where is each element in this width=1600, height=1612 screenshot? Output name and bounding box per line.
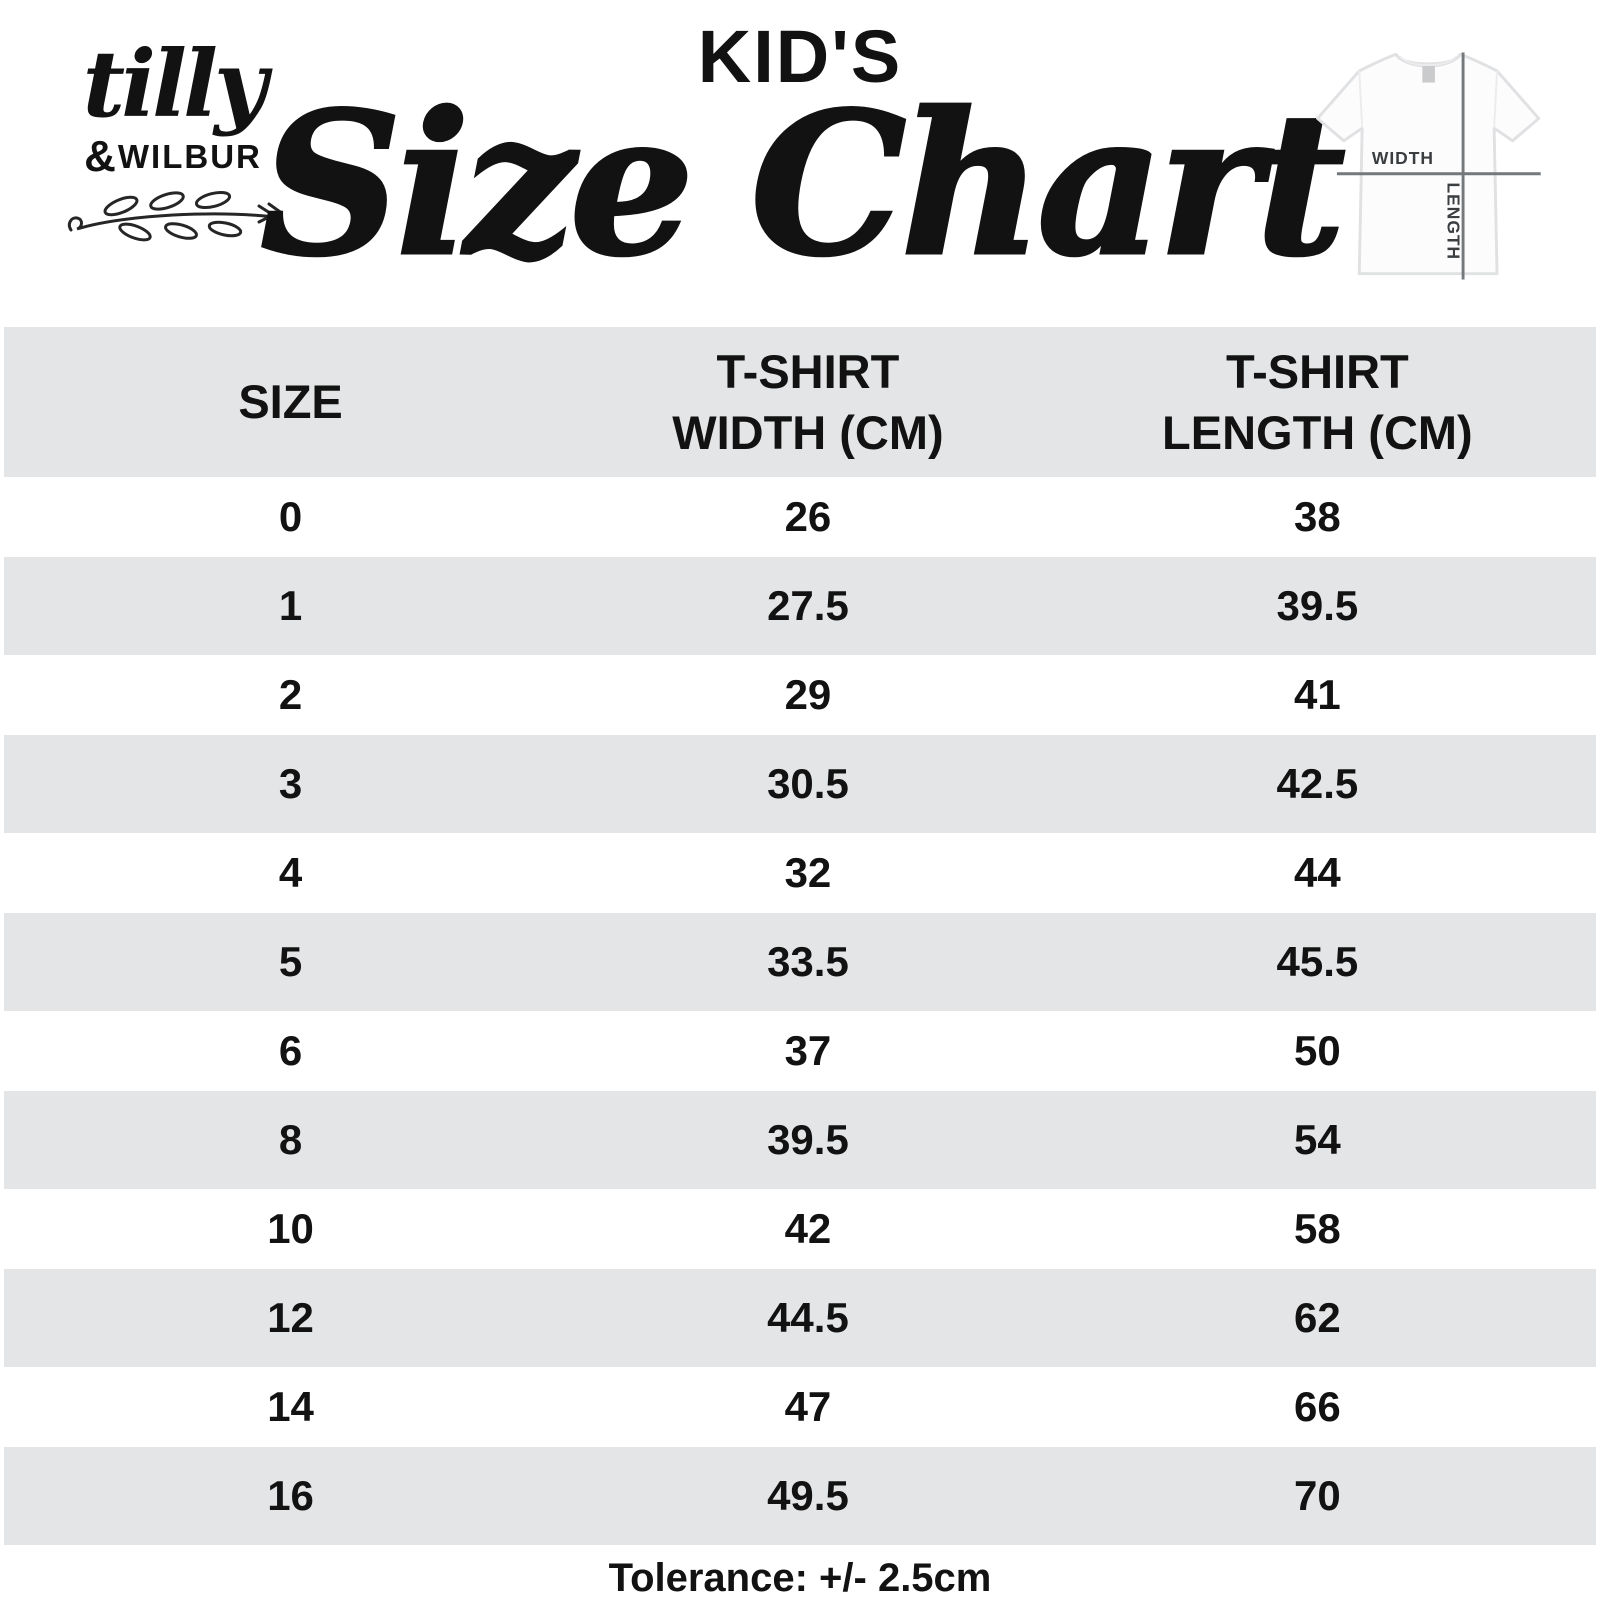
table-row: 0 26 38 [4,477,1596,557]
length-cell: 58 [1294,1205,1341,1252]
size-cell: 0 [278,493,303,540]
laurel-branch-icon [48,184,298,253]
title-kicker: KID'S [697,15,903,98]
width-cell: 32 [784,849,832,896]
length-cell: 70 [1294,1472,1341,1519]
width-cell: 30.5 [767,760,849,807]
width-cell: 33.5 [767,938,849,985]
table-header-row: SIZE T-SHIRT WIDTH (CM) T-SHIRT LENGTH (CM… [4,327,1596,477]
width-cell: 26 [784,493,832,540]
table-row: 16 49.5 70 [4,1447,1596,1545]
width-cell: 42 [784,1205,832,1252]
length-cell: 41 [1294,671,1341,718]
width-label: WIDTH [1372,148,1434,168]
width-cell: 29 [784,671,832,718]
table-row: 8 39.5 54 [4,1091,1596,1189]
page-title-block: KID'S Size Chart [0,0,1600,300]
length-cell: 45.5 [1276,938,1359,985]
size-cell: 2 [278,671,303,718]
width-cell: 27.5 [767,582,849,629]
size-cell: 12 [267,1294,314,1341]
length-cell: 44 [1294,849,1341,896]
tshirt-measurement-diagram: WIDTH LENGTH [1302,40,1564,297]
brand-name-secondary: &WILBUR [48,132,298,182]
tshirt-outline [1316,52,1541,276]
brand-logo: tilly &WILBUR [48,38,298,253]
size-cell: 10 [267,1205,314,1252]
table-row: 10 42 58 [4,1189,1596,1269]
table-row: 5 33.5 45.5 [4,913,1596,1011]
length-cell: 38 [1294,493,1341,540]
header-width-line1: T-SHIRT [716,344,900,398]
column-header-size: SIZE [4,371,577,432]
page-title: Size Chart [259,70,1348,300]
column-header-length: T-SHIRT LENGTH (CM) [1039,341,1596,463]
size-cell: 1 [278,582,303,629]
header-size-line1: SIZE [238,375,343,429]
size-cell: 16 [267,1472,314,1519]
header-banner: tilly &WILBUR KID'S Size Chart [0,0,1600,327]
neck-label [1422,66,1435,83]
header-width-line2: WIDTH (CM) [672,406,944,459]
tolerance-note: Tolerance: +/- 2.5cm [608,1556,992,1600]
length-cell: 62 [1294,1294,1341,1341]
header-length-line1: T-SHIRT [1225,344,1409,398]
header-length-line2: LENGTH (CM) [1162,406,1473,459]
size-chart-table: SIZE T-SHIRT WIDTH (CM) T-SHIRT LENGTH (CM… [4,327,1596,1545]
length-cell: 66 [1294,1383,1341,1430]
length-label: LENGTH [1444,182,1464,260]
table-row: 3 30.5 42.5 [4,735,1596,833]
width-cell: 37 [784,1027,832,1074]
size-cell: 4 [278,849,303,896]
width-cell: 39.5 [767,1116,849,1163]
table-row: 2 29 41 [4,655,1596,735]
width-cell: 49.5 [767,1472,849,1519]
table-row: 1 27.5 39.5 [4,557,1596,655]
size-cell: 5 [278,938,303,985]
brand-name-script: tilly [82,30,268,138]
length-cell: 42.5 [1276,760,1359,807]
brand-secondary-text: WILBUR [117,138,262,175]
table-row: 14 47 66 [4,1367,1596,1447]
table-row: 12 44.5 62 [4,1269,1596,1367]
length-cell: 50 [1294,1027,1341,1074]
size-cell: 6 [278,1027,303,1074]
ampersand: & [84,132,118,181]
length-cell: 54 [1294,1116,1341,1163]
size-cell: 14 [267,1383,314,1430]
length-cell: 39.5 [1276,582,1359,629]
size-cell: 3 [278,760,303,807]
width-cell: 44.5 [767,1294,849,1341]
size-cell: 8 [278,1116,303,1163]
table-row: 4 32 44 [4,833,1596,913]
width-cell: 47 [784,1383,832,1430]
column-header-width: T-SHIRT WIDTH (CM) [577,341,1039,463]
table-row: 6 37 50 [4,1011,1596,1091]
